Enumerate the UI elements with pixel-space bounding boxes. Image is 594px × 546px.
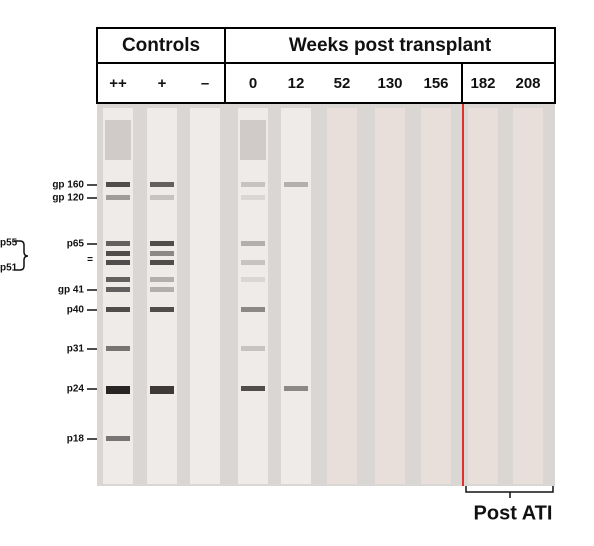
band [106, 436, 130, 441]
band [150, 251, 174, 256]
annotation: Post ATI [474, 502, 553, 524]
band [150, 287, 174, 292]
band [106, 195, 130, 200]
band [150, 195, 174, 200]
band [150, 386, 174, 394]
strip [103, 108, 133, 484]
band-label: gp 120 [52, 193, 84, 204]
post-ati-bracket [465, 486, 554, 498]
band [241, 386, 265, 391]
band [241, 241, 265, 246]
lane-label: 12 [288, 75, 305, 92]
strip [421, 108, 451, 484]
lane-label: 130 [377, 75, 402, 92]
group-label: Weeks post transplant [289, 35, 492, 56]
band [106, 386, 130, 394]
band [106, 241, 130, 246]
band [241, 277, 265, 282]
lane-label: + [158, 75, 167, 92]
bracket-label: p55 [0, 238, 18, 249]
band [241, 195, 265, 200]
band [284, 182, 308, 187]
band [150, 241, 174, 246]
lane-label: 182 [470, 75, 495, 92]
band-label: p40 [67, 305, 85, 316]
lane-label: 0 [249, 75, 257, 92]
band [106, 182, 130, 187]
band [241, 346, 265, 351]
strip [375, 108, 405, 484]
lane-label: 208 [515, 75, 540, 92]
band-label: gp 160 [52, 180, 84, 191]
bracket-label: p51 [0, 263, 18, 274]
band [106, 277, 130, 282]
band-label: = [87, 255, 93, 266]
lane-label: 156 [423, 75, 448, 92]
strips [103, 108, 543, 484]
strip [327, 108, 357, 484]
band [284, 386, 308, 391]
header-box [96, 27, 556, 104]
strip [190, 108, 220, 484]
band [150, 260, 174, 265]
group-label: Controls [122, 35, 200, 56]
band-label: p65 [67, 239, 85, 250]
smear [105, 120, 131, 160]
band-label: p18 [67, 434, 85, 445]
band-label: p31 [67, 344, 85, 355]
bracket [14, 240, 29, 271]
strip [468, 108, 498, 484]
band [150, 277, 174, 282]
band [106, 346, 130, 351]
strip [147, 108, 177, 484]
band [241, 260, 265, 265]
band [241, 307, 265, 312]
band [241, 182, 265, 187]
band [106, 260, 130, 265]
band [150, 182, 174, 187]
band [106, 251, 130, 256]
strip [238, 108, 268, 484]
smear [240, 120, 266, 160]
lane-label: ++ [109, 75, 127, 92]
lane-label: 52 [334, 75, 351, 92]
band-label: gp 41 [58, 285, 85, 296]
band-label: p24 [67, 384, 85, 395]
lane-label: – [201, 75, 209, 92]
band [150, 307, 174, 312]
strip [513, 108, 543, 484]
strip [281, 108, 311, 484]
band [106, 287, 130, 292]
band [106, 307, 130, 312]
